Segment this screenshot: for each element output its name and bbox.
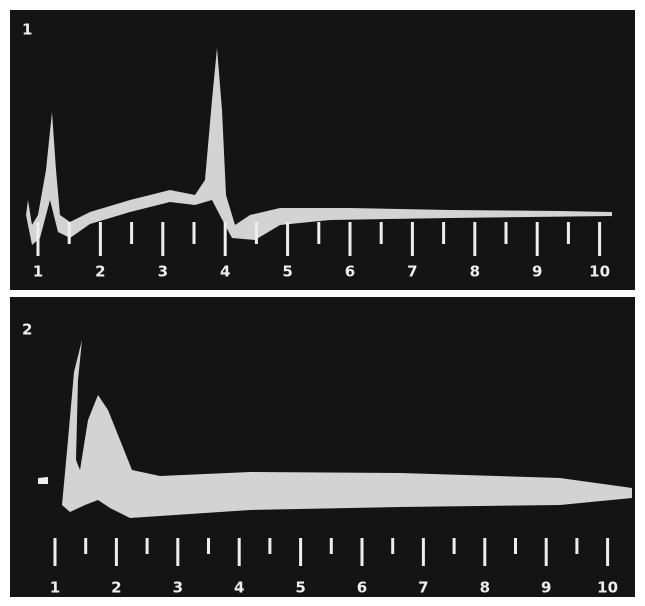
tick-label: 10	[597, 579, 618, 597]
panel-label: 1	[22, 21, 32, 39]
panel-label: 2	[22, 321, 32, 339]
tick-label: 9	[541, 579, 551, 597]
tick-label: 6	[345, 263, 355, 281]
tick-label: 4	[234, 579, 244, 597]
tick-label: 1	[33, 263, 43, 281]
tick-label: 5	[295, 579, 305, 597]
trace	[26, 48, 612, 245]
panel-1-bg	[10, 10, 635, 290]
tick-label: 7	[418, 579, 428, 597]
marker	[38, 477, 48, 484]
tick-label: 10	[589, 263, 610, 281]
tick-label: 4	[220, 263, 230, 281]
tick-label: 9	[532, 263, 542, 281]
tick-label: 2	[95, 263, 105, 281]
trace	[62, 340, 632, 518]
tick-label: 6	[357, 579, 367, 597]
tick-label: 3	[173, 579, 183, 597]
tick-label: 8	[470, 263, 480, 281]
tick-label: 2	[111, 579, 121, 597]
tick-label: 5	[282, 263, 292, 281]
tick-label: 7	[407, 263, 417, 281]
tick-label: 3	[158, 263, 168, 281]
tick-label: 8	[480, 579, 490, 597]
tick-label: 1	[50, 579, 60, 597]
